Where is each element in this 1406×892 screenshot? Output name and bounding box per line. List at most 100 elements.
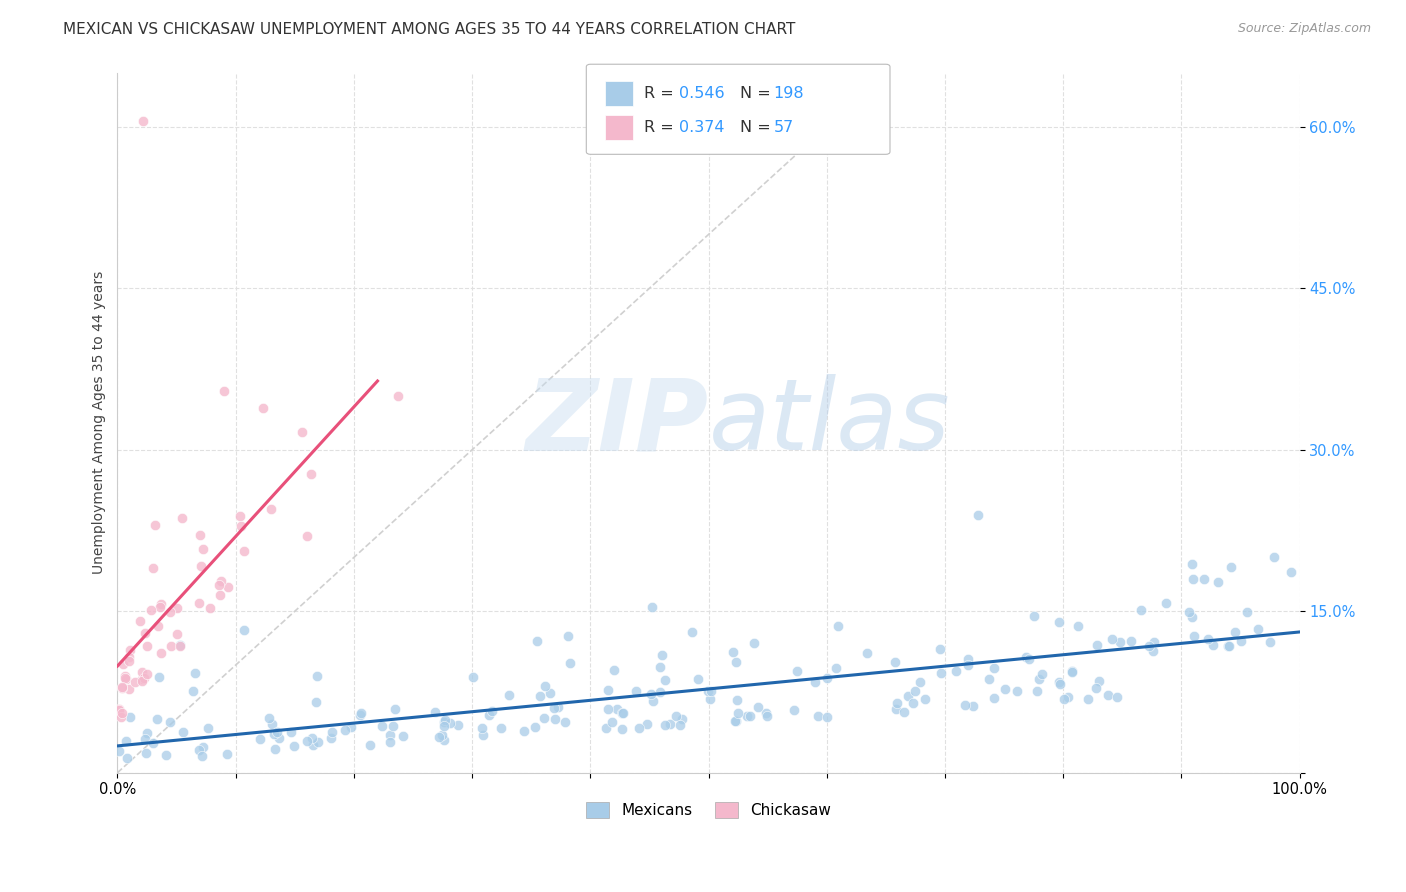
Point bbox=[1181, 610, 1204, 624]
Text: atlas: atlas bbox=[709, 375, 950, 471]
Point bbox=[827, 619, 849, 633]
Point bbox=[914, 692, 936, 706]
Point bbox=[893, 705, 915, 719]
Text: 0.374: 0.374 bbox=[679, 120, 724, 135]
Point bbox=[929, 642, 952, 657]
Point bbox=[423, 705, 446, 719]
Point bbox=[149, 646, 172, 660]
Point bbox=[1216, 639, 1239, 653]
Point bbox=[118, 650, 141, 665]
Text: N =: N = bbox=[740, 120, 776, 135]
Point bbox=[447, 718, 470, 732]
Point bbox=[232, 624, 254, 638]
Point bbox=[641, 600, 664, 615]
Point bbox=[134, 731, 156, 746]
Point bbox=[208, 588, 231, 602]
Point bbox=[191, 740, 214, 755]
Point bbox=[148, 670, 170, 684]
Point bbox=[134, 626, 156, 640]
Y-axis label: Unemployment Among Ages 35 to 44 years: Unemployment Among Ages 35 to 44 years bbox=[93, 271, 107, 574]
Point bbox=[302, 738, 325, 752]
Point bbox=[387, 389, 409, 403]
Point bbox=[159, 605, 181, 619]
Point bbox=[131, 672, 153, 686]
Point bbox=[724, 714, 747, 728]
Point bbox=[114, 669, 136, 683]
Point bbox=[142, 736, 165, 750]
Point bbox=[610, 706, 633, 721]
Point bbox=[295, 529, 318, 543]
Point bbox=[208, 578, 231, 592]
Point bbox=[433, 714, 456, 729]
Point bbox=[1085, 681, 1108, 695]
Point bbox=[681, 625, 703, 640]
Point bbox=[669, 718, 692, 732]
Point bbox=[993, 681, 1015, 696]
Point bbox=[807, 709, 830, 723]
Point bbox=[747, 700, 769, 714]
Point bbox=[1062, 664, 1084, 678]
Point bbox=[1182, 629, 1205, 643]
Point bbox=[1143, 635, 1166, 649]
Point bbox=[146, 712, 169, 726]
Point bbox=[1279, 565, 1302, 579]
Point bbox=[756, 708, 779, 723]
Point bbox=[557, 629, 579, 643]
Point bbox=[188, 528, 211, 542]
Point bbox=[160, 639, 183, 653]
Point bbox=[359, 738, 381, 752]
Point bbox=[166, 627, 188, 641]
Point bbox=[650, 660, 672, 674]
Point bbox=[215, 747, 238, 761]
Point bbox=[143, 518, 166, 533]
Point bbox=[166, 601, 188, 615]
Point bbox=[723, 644, 745, 658]
Point bbox=[434, 713, 457, 727]
Point bbox=[1085, 638, 1108, 652]
Point bbox=[1062, 665, 1084, 680]
Point bbox=[120, 642, 142, 657]
Point bbox=[1219, 560, 1241, 574]
Point bbox=[600, 714, 623, 729]
Point bbox=[134, 671, 156, 685]
Point bbox=[427, 730, 450, 744]
Point bbox=[956, 658, 979, 673]
Point bbox=[612, 706, 634, 720]
Point bbox=[1049, 677, 1071, 691]
Point bbox=[333, 723, 356, 738]
Point bbox=[526, 634, 548, 648]
Point bbox=[478, 707, 501, 722]
Point bbox=[1018, 652, 1040, 666]
Point bbox=[155, 747, 177, 762]
Point bbox=[198, 601, 221, 615]
Point bbox=[169, 638, 191, 652]
Point bbox=[956, 652, 979, 666]
Point bbox=[983, 691, 1005, 706]
Point bbox=[512, 724, 534, 739]
Point bbox=[1223, 624, 1246, 639]
Point bbox=[533, 710, 555, 724]
Point bbox=[1229, 633, 1251, 648]
Point bbox=[187, 596, 209, 610]
Point bbox=[149, 597, 172, 611]
Point bbox=[349, 708, 371, 723]
Point bbox=[307, 668, 329, 682]
Point bbox=[686, 673, 709, 687]
Point bbox=[543, 700, 565, 714]
Point bbox=[108, 744, 131, 758]
Point bbox=[305, 695, 328, 709]
Point bbox=[904, 684, 927, 698]
Point bbox=[350, 706, 373, 720]
Point bbox=[659, 716, 682, 731]
Point bbox=[1181, 557, 1204, 571]
Point bbox=[263, 727, 285, 741]
Point bbox=[1097, 688, 1119, 702]
Point bbox=[260, 502, 283, 516]
Point bbox=[471, 721, 494, 735]
Point bbox=[1258, 635, 1281, 649]
Point bbox=[1263, 550, 1285, 565]
Point bbox=[603, 664, 626, 678]
Point bbox=[266, 725, 288, 739]
Point bbox=[910, 675, 932, 690]
Point bbox=[1178, 605, 1201, 619]
